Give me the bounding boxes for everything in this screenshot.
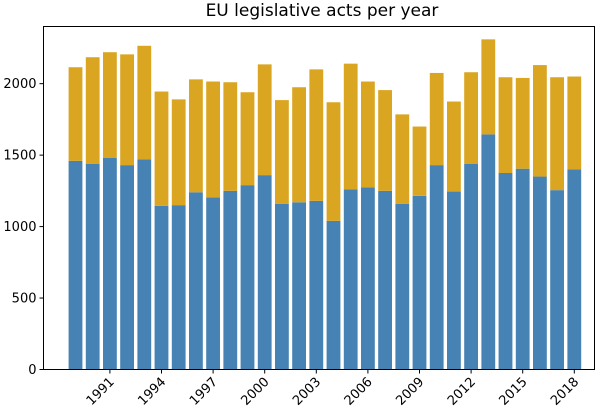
x-tick-label: 1991: [84, 375, 118, 409]
bar-2006-series-1: [361, 187, 375, 370]
bar-1994-series-1: [154, 205, 169, 370]
bar-2004-series-2: [326, 102, 341, 221]
y-axis-ticks: 0 500 1000 1500 2000: [3, 77, 44, 378]
bar-1996-series-2: [189, 79, 203, 193]
bar-1999-series-1: [240, 185, 255, 370]
bar-2000-series-2: [257, 64, 272, 176]
bar-2014-series-2: [498, 77, 513, 173]
x-tick-label: 2012: [445, 375, 479, 409]
bar-2018-series-2: [567, 76, 582, 170]
bar-2012-series-1: [464, 163, 478, 370]
bar-1989-series-1: [68, 160, 83, 370]
bar-2016-series-2: [533, 65, 547, 177]
bar-1996-series-1: [189, 192, 203, 370]
y-tick-label: 2000: [3, 77, 36, 92]
bar-2016-series-1: [533, 176, 547, 370]
bar-1992-series-2: [120, 54, 134, 166]
bar-1991-series-2: [103, 52, 117, 158]
bar-2004-series-1: [326, 220, 341, 370]
bar-2010-series-1: [429, 165, 444, 370]
bar-1989-series-2: [68, 67, 83, 161]
x-tick-label: 2003: [290, 375, 324, 409]
bar-1997-series-2: [206, 81, 220, 198]
bar-2017-series-1: [550, 190, 564, 370]
bar-1990-series-2: [85, 57, 100, 164]
bar-1994-series-2: [154, 91, 169, 206]
bar-1995-series-2: [171, 99, 186, 206]
bar-2015-series-1: [515, 168, 530, 370]
x-axis-ticks: 1991 1994 1997 2000 2003 2006 2009 2012 2015 2018: [84, 369, 582, 409]
bar-2009-series-2: [412, 126, 427, 196]
bar-1998-series-2: [223, 82, 238, 191]
y-tick-label: 500: [12, 292, 37, 307]
plot-frame: [43, 26, 595, 370]
bar-2001-series-1: [275, 203, 289, 370]
bar-2012-series-2: [464, 72, 478, 164]
axes-group: [43, 26, 595, 370]
x-tick-label: 2006: [342, 375, 376, 409]
bar-2005-series-2: [343, 63, 358, 190]
x-tick-label: 2018: [548, 375, 582, 409]
bar-2018-series-1: [567, 169, 582, 370]
bar-2015-series-2: [515, 77, 530, 169]
bar-1990-series-1: [85, 163, 100, 370]
y-tick-label: 0: [28, 363, 36, 378]
bar-2010-series-2: [429, 72, 444, 166]
bar-1995-series-1: [171, 205, 186, 370]
bar-2003-series-2: [309, 69, 324, 201]
bar-2013-series-1: [481, 134, 496, 370]
bar-2002-series-1: [292, 202, 306, 370]
x-tick-label: 2015: [497, 375, 531, 409]
bar-2017-series-2: [550, 77, 564, 191]
bar-2000-series-1: [257, 175, 272, 370]
x-tick-label: 2009: [393, 375, 427, 409]
bar-2006-series-2: [361, 81, 375, 188]
y-tick-label: 1500: [3, 149, 36, 164]
bar-2007-series-2: [378, 90, 392, 191]
bar-1993-series-2: [137, 45, 152, 160]
bar-2008-series-2: [395, 114, 410, 204]
bar-2007-series-1: [378, 190, 392, 370]
bar-2005-series-1: [343, 189, 358, 370]
y-tick-label: 1000: [3, 220, 36, 235]
bar-2013-series-2: [481, 39, 496, 135]
x-tick-label: 2000: [239, 375, 273, 409]
bar-2011-series-1: [447, 191, 461, 370]
bar-2008-series-1: [395, 203, 410, 370]
bar-2014-series-1: [498, 172, 513, 370]
bar-1992-series-1: [120, 165, 134, 370]
bar-1999-series-2: [240, 92, 255, 186]
bar-1997-series-1: [206, 197, 220, 370]
bar-1991-series-1: [103, 157, 117, 370]
bars-group: [68, 39, 582, 370]
x-tick-label: 1997: [187, 375, 221, 409]
bar-1993-series-1: [137, 159, 152, 370]
x-tick-label: 1994: [135, 375, 169, 409]
bar-2009-series-1: [412, 195, 427, 370]
bar-1998-series-1: [223, 190, 238, 370]
bar-2001-series-2: [275, 100, 289, 204]
bar-2011-series-2: [447, 101, 461, 192]
bar-2003-series-1: [309, 200, 324, 370]
bar-2002-series-2: [292, 87, 306, 203]
chart-title: EU legislative acts per year: [206, 1, 439, 21]
